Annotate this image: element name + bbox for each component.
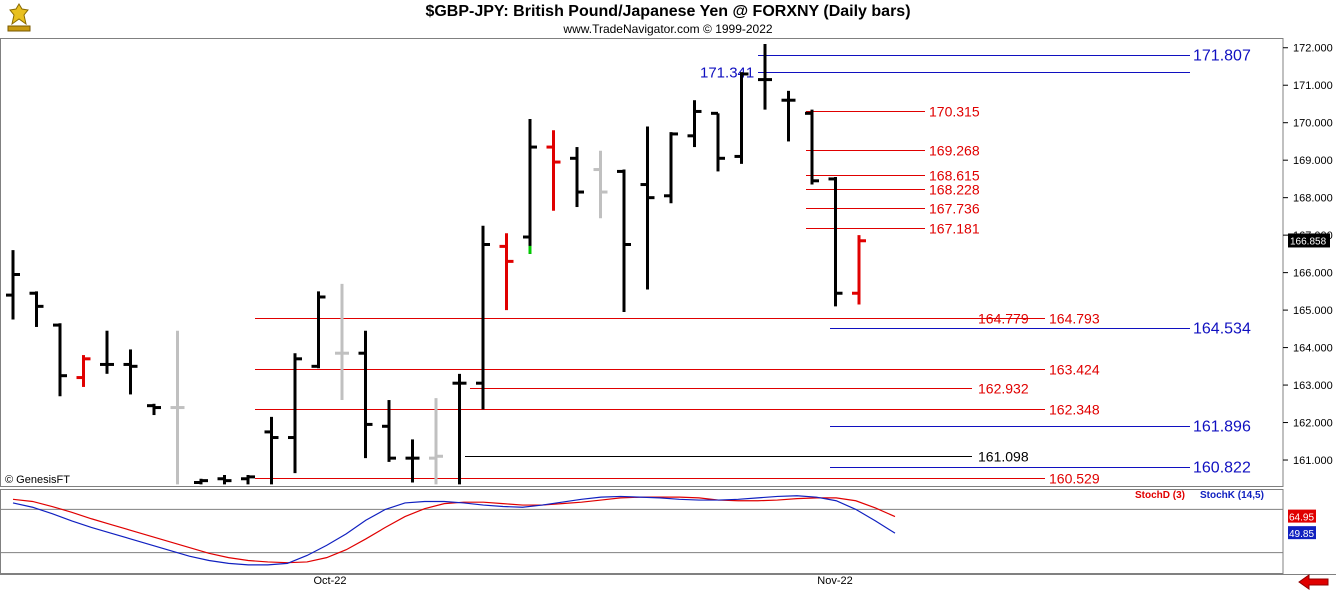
ohlc-bar (311, 291, 326, 369)
y-tick-label: 171.000 (1293, 80, 1333, 92)
legend-stochd: StochD (3) (1135, 490, 1185, 501)
y-tick-label: 163.000 (1293, 380, 1333, 392)
ohlc-bar (640, 126, 655, 290)
stoch-line (12, 495, 896, 566)
ohlc-bar (781, 90, 796, 142)
ohlc-bar (593, 150, 608, 219)
ohlc-bar (546, 130, 561, 211)
price-axis: 161.000 162.000 163.000 164.000 165.000 166.0… (1283, 43, 1333, 467)
ohlc-bar (805, 109, 819, 185)
last-price-box (1288, 233, 1330, 248)
y-tick-label: 170.000 (1293, 118, 1333, 130)
ohlc-bar (241, 475, 255, 485)
level-label: 167.736 (929, 201, 980, 217)
ohlc-bar (358, 330, 373, 459)
ohlc-bar (194, 478, 208, 485)
level-label: 169.268 (929, 143, 980, 159)
y-tick-label: 165.000 (1293, 305, 1333, 317)
left-arrow-icon[interactable] (1298, 574, 1330, 590)
ohlc-bar (711, 111, 725, 172)
stoch-last-box (1288, 526, 1316, 540)
ohlc-bar (405, 439, 420, 483)
ohlc-bar (570, 147, 584, 208)
logo-icon (4, 2, 34, 34)
ohlc-bar (123, 349, 138, 395)
ohlc-bar (758, 43, 772, 110)
ohlc-bar (170, 330, 185, 485)
ohlc-bar (617, 169, 631, 312)
level-label: 168.228 (929, 182, 980, 198)
ohlc-bar (335, 283, 349, 401)
level-label: 164.534 (1193, 321, 1251, 338)
level-label: 168.615 (929, 168, 980, 184)
legend-stochk: StochK (14,5) (1200, 490, 1264, 501)
ohlc-bar (288, 353, 302, 474)
stoch-last-label: 64.95 (1289, 513, 1314, 524)
level-label: 171.807 (1193, 48, 1251, 65)
level-label: 161.896 (1193, 419, 1251, 436)
watermark: © GenesisFT (5, 474, 70, 486)
level-label: 160.529 (1049, 471, 1100, 487)
chart-title: $GBP-JPY: British Pound/Japanese Yen @ F… (425, 3, 911, 20)
ohlc-bar (664, 132, 678, 204)
level-label: 160.822 (1193, 460, 1251, 477)
level-label: 161.098 (978, 449, 1029, 465)
ohlc-bar (264, 416, 279, 485)
ohlc-bar (852, 235, 866, 305)
ohlc-bar (476, 225, 490, 410)
level-label: 163.424 (1049, 362, 1100, 378)
x-axis-label: Nov-22 (817, 575, 852, 587)
ohlc-bar (687, 100, 702, 148)
ohlc-bar (100, 330, 114, 374)
ohlc-bar (499, 233, 514, 311)
level-label: 164.793 (1049, 311, 1100, 327)
stochastic-panel: 64.95 49.85 StochD (3) StochK (14,5) Oct-22 N… (0, 490, 1316, 587)
stoch-line (12, 496, 896, 564)
chart-frame (0, 38, 1336, 575)
stoch-plot-border (0, 489, 1284, 574)
ohlc-bar (382, 400, 396, 462)
y-tick-label: 161.000 (1293, 455, 1333, 467)
price-plot-border (0, 38, 1284, 487)
y-tick-label: 168.000 (1293, 193, 1333, 205)
y-tick-label: 164.000 (1293, 343, 1333, 355)
ohlc-bar (452, 373, 467, 485)
level-label: 164.779 (978, 311, 1029, 327)
y-tick-label: 166.000 (1293, 268, 1333, 280)
y-tick-label: 162.000 (1293, 418, 1333, 430)
last-price-label: 166.858 (1290, 236, 1327, 247)
price-bars (6, 43, 866, 485)
chart-subtitle: www.TradeNavigator.com © 1999-2022 (563, 22, 773, 36)
ohlc-bar (429, 398, 443, 485)
ohlc-bar (29, 291, 44, 327)
ohlc-bar (828, 177, 843, 307)
y-tick-label: 169.000 (1293, 155, 1333, 167)
level-label: 162.348 (1049, 402, 1100, 418)
price-levels: 171.807171.341170.315169.268168.615168.2… (255, 48, 1251, 487)
stoch-last-label: 49.85 (1289, 529, 1314, 540)
level-label: 170.315 (929, 104, 980, 120)
ohlc-bar (217, 475, 232, 485)
stoch-last-box (1288, 509, 1316, 523)
level-label: 167.181 (929, 221, 980, 237)
ohlc-bar (147, 403, 161, 416)
ohlc-bar (523, 118, 537, 254)
level-label: 162.932 (978, 381, 1029, 397)
ohlc-bar (76, 355, 91, 387)
ohlc-bar (53, 323, 67, 397)
y-tick-label: 172.000 (1293, 43, 1333, 55)
ohlc-bar (734, 72, 749, 164)
ohlc-bar (6, 250, 20, 320)
x-axis-label: Oct-22 (313, 575, 346, 587)
